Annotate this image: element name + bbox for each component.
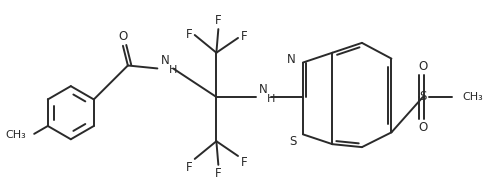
Text: O: O <box>417 60 427 73</box>
Text: N: N <box>286 53 295 66</box>
Text: O: O <box>118 30 127 44</box>
Text: F: F <box>214 167 221 180</box>
Text: F: F <box>240 30 247 44</box>
Text: O: O <box>417 121 427 134</box>
Text: H: H <box>267 94 275 104</box>
Text: F: F <box>240 156 247 169</box>
Text: F: F <box>185 28 192 40</box>
Text: N: N <box>258 83 267 96</box>
Text: N: N <box>161 54 169 67</box>
Text: F: F <box>185 161 192 174</box>
Text: CH₃: CH₃ <box>461 92 482 102</box>
Text: S: S <box>418 90 426 104</box>
Text: CH₃: CH₃ <box>5 130 26 140</box>
Text: H: H <box>168 65 177 75</box>
Text: F: F <box>214 14 221 27</box>
Text: S: S <box>289 135 296 148</box>
